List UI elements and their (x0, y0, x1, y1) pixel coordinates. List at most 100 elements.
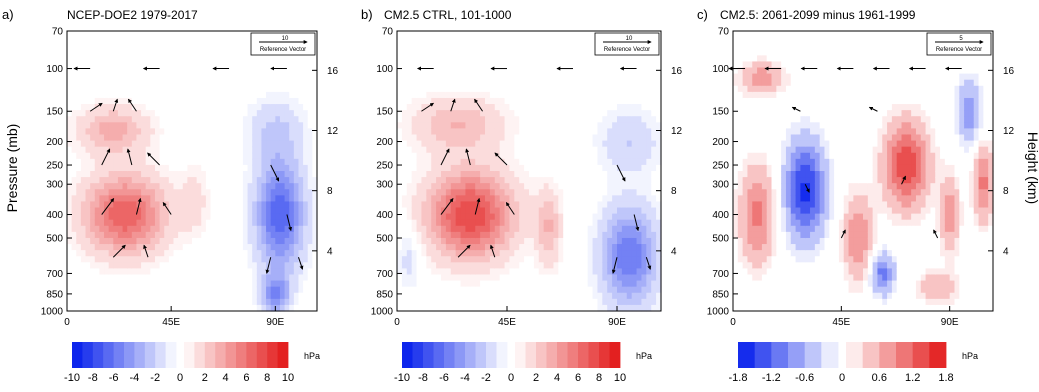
heatmap-cell (587, 244, 594, 251)
heatmap-cell (465, 164, 471, 172)
heatmap-cell (426, 158, 432, 166)
heatmap-cell (279, 225, 286, 233)
heatmap-cell (76, 31, 82, 38)
heatmap-cell (445, 274, 452, 282)
heatmap-cell (411, 225, 418, 233)
heatmap-cell (187, 207, 193, 215)
heatmap-cell (553, 67, 559, 75)
heatmap-cell (592, 146, 599, 154)
heatmap-cell (122, 67, 128, 75)
heatmap-cell (411, 122, 418, 129)
heatmap-cell (108, 268, 114, 276)
heatmap-cell (524, 286, 530, 294)
heatmap-cell (401, 73, 408, 81)
heatmap-cell (168, 201, 175, 209)
heatmap-cell (76, 189, 82, 196)
heatmap-cell (256, 128, 263, 136)
heatmap-cell (533, 140, 540, 148)
heatmap-cell (646, 164, 652, 172)
heatmap-cell (436, 213, 442, 221)
heatmap-cell (504, 244, 511, 251)
heatmap-cell (85, 158, 91, 166)
heatmap-cell (187, 183, 193, 190)
heatmap-cell (489, 55, 496, 63)
heatmap-cell (113, 304, 119, 312)
heatmap-cell (229, 91, 235, 99)
heatmap-cell (612, 140, 618, 148)
heatmap-cell (210, 262, 216, 269)
heatmap-cell (242, 268, 249, 276)
heatmap-cell (196, 219, 202, 227)
heatmap-cell (431, 268, 437, 276)
heatmap-cell (205, 213, 212, 221)
heatmap-cell (201, 286, 207, 294)
heatmap-cell (592, 85, 599, 93)
heatmap-cell (573, 292, 579, 300)
heatmap-cell (94, 244, 101, 251)
heatmap-cell (538, 85, 545, 93)
heatmap-cell (626, 122, 633, 129)
heatmap-cell (636, 286, 643, 294)
heatmap-cell (150, 201, 156, 209)
heatmap-cell (577, 43, 584, 50)
heatmap-cell (104, 116, 110, 123)
heatmap-cell (641, 67, 647, 75)
heatmap-cell (154, 31, 161, 38)
heatmap-cell (150, 164, 156, 172)
heatmap-cell (67, 67, 73, 75)
heatmap-cell (597, 298, 603, 306)
heatmap-cell (617, 262, 623, 269)
heatmap-cell (247, 122, 253, 129)
heatmap-cell (275, 207, 281, 215)
heatmap-cell (270, 268, 276, 276)
heatmap-cell (201, 177, 207, 184)
heatmap-cell (460, 79, 467, 87)
heatmap-cell (289, 164, 295, 172)
heatmap-cell (646, 280, 652, 288)
heatmap-cell (270, 55, 276, 63)
heatmap-cell (279, 280, 286, 288)
heatmap-cell (411, 116, 418, 123)
heatmap-cell (441, 73, 447, 81)
heatmap-cell (558, 104, 564, 111)
heatmap-cell (401, 55, 408, 63)
heatmap-cell (582, 67, 589, 75)
heatmap-cell (450, 250, 457, 257)
heatmap-cell (416, 104, 423, 111)
heatmap-cell (519, 55, 525, 63)
heatmap-cell (587, 280, 594, 288)
heatmap-cell (582, 61, 589, 69)
heatmap-cell (397, 110, 403, 117)
heatmap-cell (563, 207, 569, 215)
heatmap-cell (397, 67, 403, 75)
heatmap-cell (607, 55, 613, 63)
heatmap-cell (150, 231, 156, 239)
heatmap-cell (173, 304, 179, 312)
heatmap-cell (436, 67, 442, 75)
heatmap-cell (168, 79, 175, 87)
heatmap-cell (582, 286, 589, 294)
heatmap-cell (509, 110, 515, 117)
heatmap-cell (504, 177, 511, 184)
heatmap-cell (76, 231, 82, 239)
heatmap-cell (131, 122, 138, 129)
heatmap-cell (568, 37, 574, 44)
heatmap-cell (145, 268, 151, 276)
heatmap-cell (187, 116, 193, 123)
heatmap-cell (127, 79, 133, 87)
heatmap-cell (108, 244, 114, 251)
colorbar-tick-label: 4 (223, 372, 229, 384)
heatmap-cell (173, 164, 179, 172)
heatmap-cell (455, 304, 462, 312)
heatmap-cell (416, 189, 423, 196)
heatmap-cell (460, 91, 467, 99)
heatmap-cell (455, 256, 462, 263)
heatmap-cell (431, 49, 437, 56)
heatmap-cell (504, 104, 511, 111)
heatmap-cell (150, 85, 156, 93)
heatmap-cell (612, 231, 618, 239)
heatmap-cell (219, 195, 226, 203)
heatmap-cell (131, 134, 138, 142)
heatmap-cell (621, 134, 628, 142)
heatmap-cell (499, 237, 506, 245)
